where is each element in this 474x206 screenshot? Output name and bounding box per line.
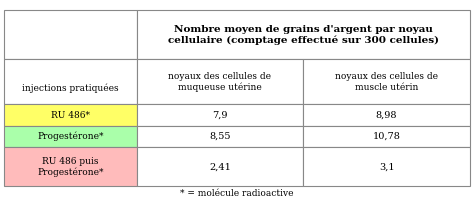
Text: 7,9: 7,9 [212, 111, 228, 119]
Bar [303, 147, 470, 186]
Text: Progestérone*: Progestérone* [37, 132, 104, 141]
Text: 2,41: 2,41 [209, 162, 231, 171]
Bar [4, 59, 137, 104]
Text: noyaux des cellules de
muqueuse utérine: noyaux des cellules de muqueuse utérine [168, 72, 272, 92]
Bar [137, 147, 303, 186]
Text: noyaux des cellules de
muscle utérin: noyaux des cellules de muscle utérin [335, 72, 438, 91]
Bar [137, 126, 303, 147]
Bar [137, 104, 303, 126]
Bar [303, 126, 470, 147]
Bar [303, 104, 470, 126]
Text: RU 486 puis
Progestérone*: RU 486 puis Progestérone* [37, 157, 104, 177]
Text: * = molécule radioactive: * = molécule radioactive [180, 190, 294, 199]
Bar [4, 10, 137, 59]
Bar [137, 59, 303, 104]
Bar [4, 147, 137, 186]
Bar [4, 104, 137, 126]
Bar [137, 10, 470, 59]
Text: Nombre moyen de grains d'argent par noyau
cellulaire (comptage effectué sur 300 : Nombre moyen de grains d'argent par noya… [168, 25, 439, 45]
Text: RU 486*: RU 486* [51, 111, 90, 119]
Text: 8,98: 8,98 [376, 111, 397, 119]
Text: 3,1: 3,1 [379, 162, 394, 171]
Text: injections pratiquées: injections pratiquées [22, 84, 118, 93]
Text: 8,55: 8,55 [209, 132, 231, 141]
Text: 10,78: 10,78 [373, 132, 401, 141]
Bar [303, 59, 470, 104]
Bar [4, 126, 137, 147]
